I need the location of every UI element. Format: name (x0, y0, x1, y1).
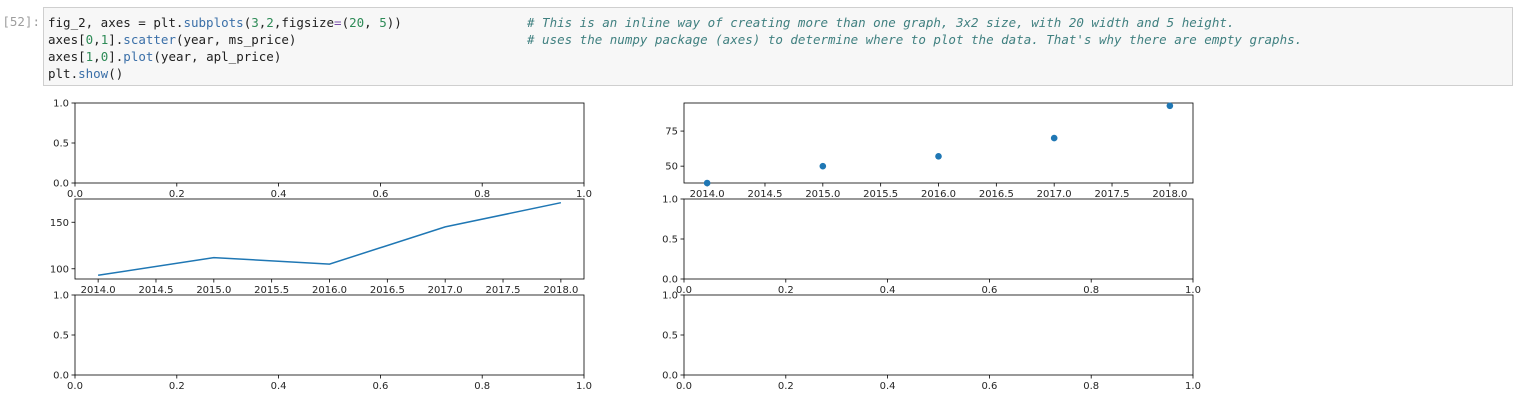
axes-frame (683, 102, 1194, 184)
x-tick-label: 0.6 (372, 189, 388, 200)
scatter-point (819, 162, 827, 170)
x-tick-label: 0.8 (1083, 285, 1099, 296)
x-tick-label: 0.6 (981, 285, 997, 296)
x-tick-label: 0.4 (880, 285, 896, 296)
x-tick-label: 0.6 (372, 381, 388, 392)
y-tick-label: 100 (50, 264, 69, 275)
code-line-4: plt.show() (48, 66, 124, 81)
x-tick-label: 2014.5 (138, 285, 173, 296)
x-tick-label: 2014.0 (81, 285, 116, 296)
x-tick-label: 1.0 (576, 189, 592, 200)
x-tick-label: 0.8 (474, 381, 490, 392)
y-tick-label: 75 (665, 127, 678, 138)
x-tick-label: 0.6 (981, 381, 997, 392)
subplot-row-2-col-1: 2014.0 2014.5 2015.0 2015.5 2016.0 2016.5 2017… (50, 198, 585, 296)
axes-frame (74, 102, 585, 184)
x-tick-label: 0.8 (1083, 381, 1099, 392)
x-tick-label: 0.0 (67, 381, 83, 392)
code-line-2: axes[0,1].scatter(year, ms_price) (48, 32, 297, 47)
x-tick-label: 1.0 (1185, 381, 1201, 392)
y-tick-label: 0.0 (662, 371, 678, 382)
x-tick-label: 0.2 (778, 285, 794, 296)
x-tick-label: 2017.5 (1095, 189, 1130, 200)
x-tick-label: 2016.5 (979, 189, 1014, 200)
x-tick-label: 0.0 (676, 381, 692, 392)
x-tick-label: 0.4 (880, 381, 896, 392)
x-tick-label: 2014.5 (747, 189, 782, 200)
x-tick-label: 2015.0 (196, 285, 231, 296)
scatter-point (935, 153, 942, 160)
cell-prompt: [52]: (2, 14, 40, 29)
subplot-row-1-col-1: 0.0 0.2 0.4 0.6 0.8 1.0 0.0 0.5 1.0 (53, 99, 592, 201)
x-tick-label: 2018.0 (1152, 189, 1187, 200)
subplot-row-2-col-2: 0.0 0.2 0.4 0.6 0.8 1.0 0.0 0.5 1.0 (662, 195, 1201, 297)
line-series (97, 201, 562, 277)
x-tick-label: 0.8 (474, 189, 490, 200)
scatter-point (703, 179, 711, 187)
y-tick-label: 1.0 (662, 195, 678, 206)
y-tick-label: 1.0 (662, 291, 678, 302)
subplot-row-1-col-2: 2014.0 2014.5 2015.0 2015.5 2016.0 2016.5 2017… (665, 102, 1194, 200)
axes-frame (683, 294, 1194, 376)
code-line-3: axes[1,0].plot(year, apl_price) (48, 49, 282, 64)
y-tick-label: 0.0 (53, 179, 69, 190)
x-tick-label: 1.0 (576, 381, 592, 392)
x-tick-label: 2014.0 (690, 189, 725, 200)
subplot-row-3-col-2: 0.0 0.2 0.4 0.6 0.8 1.0 0.0 0.5 1.0 (662, 291, 1201, 393)
x-tick-label: 2015.5 (254, 285, 289, 296)
code-cell-editor[interactable]: fig_2, axes = plt.subplots(3,2,figsize=(… (43, 7, 1513, 86)
y-tick-label: 50 (665, 162, 678, 173)
x-tick-label: 2015.5 (863, 189, 898, 200)
x-tick-label: 2016.5 (370, 285, 405, 296)
x-tick-label: 2015.0 (805, 189, 840, 200)
code-line-1: fig_2, axes = plt.subplots(3,2,figsize=(… (48, 15, 402, 30)
y-tick-label: 150 (50, 218, 69, 229)
x-tick-label: 2016.0 (921, 189, 956, 200)
x-tick-label: 0.4 (271, 381, 287, 392)
x-tick-label: 2017.0 (428, 285, 463, 296)
x-tick-label: 2017.0 (1037, 189, 1072, 200)
y-tick-label: 1.0 (53, 99, 69, 110)
code-comment-1: # This is an inline way of creating more… (527, 15, 1235, 30)
y-tick-label: 0.5 (53, 331, 69, 342)
subplot-row-3-col-1: 0.0 0.2 0.4 0.6 0.8 1.0 0.0 0.5 1.0 (53, 291, 592, 393)
x-tick-label: 0.2 (169, 189, 185, 200)
y-tick-label: 0.0 (662, 275, 678, 286)
x-tick-label: 0.0 (676, 285, 692, 296)
y-tick-label: 0.5 (53, 139, 69, 150)
x-tick-label: 0.2 (169, 381, 185, 392)
y-tick-label: 1.0 (53, 291, 69, 302)
x-tick-label: 2017.5 (486, 285, 521, 296)
axes-frame (683, 198, 1194, 280)
x-tick-label: 1.0 (1185, 285, 1201, 296)
scatter-point (1166, 102, 1174, 110)
y-tick-label: 0.5 (662, 331, 678, 342)
x-tick-label: 0.0 (67, 189, 83, 200)
y-tick-label: 0.0 (53, 371, 69, 382)
x-tick-label: 0.2 (778, 381, 794, 392)
x-tick-label: 0.4 (271, 189, 287, 200)
x-tick-label: 2016.0 (312, 285, 347, 296)
axes-frame (74, 294, 585, 376)
x-tick-label: 2018.0 (543, 285, 578, 296)
code-comment-2: # uses the numpy package (axes) to deter… (527, 32, 1303, 47)
y-tick-label: 0.5 (662, 235, 678, 246)
scatter-point (1050, 134, 1058, 142)
